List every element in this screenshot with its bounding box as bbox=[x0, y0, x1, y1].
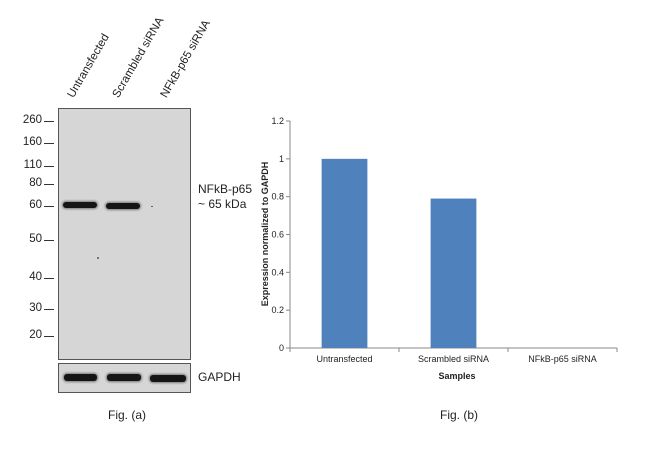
mw-marker-160: 160 bbox=[22, 136, 42, 148]
y-axis-label: Expression normalized to GAPDH bbox=[260, 162, 270, 307]
x-tick-label: Untransfected bbox=[316, 354, 372, 364]
gapdh-band-scrambled bbox=[107, 374, 141, 381]
y-tick-label: 0.6 bbox=[271, 230, 284, 240]
bars bbox=[321, 158, 477, 348]
mw-marker-30: 30 bbox=[29, 302, 42, 314]
mw-marker-20: 20 bbox=[29, 329, 42, 341]
mw-tick bbox=[44, 336, 54, 337]
gapdh-band-knockdown bbox=[150, 375, 186, 382]
target-label-name: NFkB-p65 bbox=[198, 182, 253, 196]
y-tick-label: 0.4 bbox=[271, 267, 284, 277]
caption-b: Fig. (b) bbox=[440, 408, 479, 422]
mw-marker-60: 60 bbox=[29, 199, 42, 211]
y-tick-label: 1.2 bbox=[271, 116, 284, 126]
x-axis-label: Samples bbox=[438, 371, 475, 381]
mw-tick bbox=[44, 240, 54, 241]
gapdh-band-untransfected bbox=[64, 374, 97, 381]
blot-membrane-main bbox=[58, 108, 191, 360]
band-knockdown-trace bbox=[151, 206, 153, 207]
bar-1 bbox=[321, 158, 368, 348]
mw-tick bbox=[44, 309, 54, 310]
x-tick-label: Scrambled siRNA bbox=[418, 354, 489, 364]
mw-marker-40: 40 bbox=[29, 271, 42, 283]
mw-tick bbox=[44, 184, 54, 185]
band-untransfected bbox=[63, 202, 97, 208]
mw-tick bbox=[44, 206, 54, 207]
bar-2 bbox=[430, 198, 477, 348]
mw-marker-260: 260 bbox=[22, 114, 42, 126]
blot-membrane-gapdh bbox=[58, 363, 191, 393]
y-tick-label: 0 bbox=[279, 343, 284, 353]
mw-tick bbox=[44, 166, 54, 167]
mw-marker-80: 80 bbox=[29, 177, 42, 189]
caption-a: Fig. (a) bbox=[108, 408, 147, 422]
x-tick-label: NFkB-p65 siRNA bbox=[528, 354, 597, 364]
y-tick-label: 0.8 bbox=[271, 192, 284, 202]
mw-marker-110: 110 bbox=[23, 159, 42, 171]
mw-tick bbox=[44, 278, 54, 279]
x-axis: Untransfected Scrambled siRNA NFkB-p65 siR… bbox=[289, 347, 618, 364]
mw-tick bbox=[44, 121, 54, 122]
y-tick-label: 1 bbox=[279, 154, 284, 164]
target-label-size: ~ 65 kDa bbox=[198, 197, 247, 211]
y-tick-label: 0.2 bbox=[271, 305, 284, 315]
blot-speck bbox=[97, 257, 99, 259]
mw-tick bbox=[44, 143, 54, 144]
band-scrambled bbox=[106, 203, 140, 209]
loading-control-label: GAPDH bbox=[198, 370, 241, 384]
y-axis: 0 0.2 0.4 0.6 0.8 1 1.2 bbox=[271, 116, 291, 353]
mw-marker-50: 50 bbox=[29, 233, 42, 245]
